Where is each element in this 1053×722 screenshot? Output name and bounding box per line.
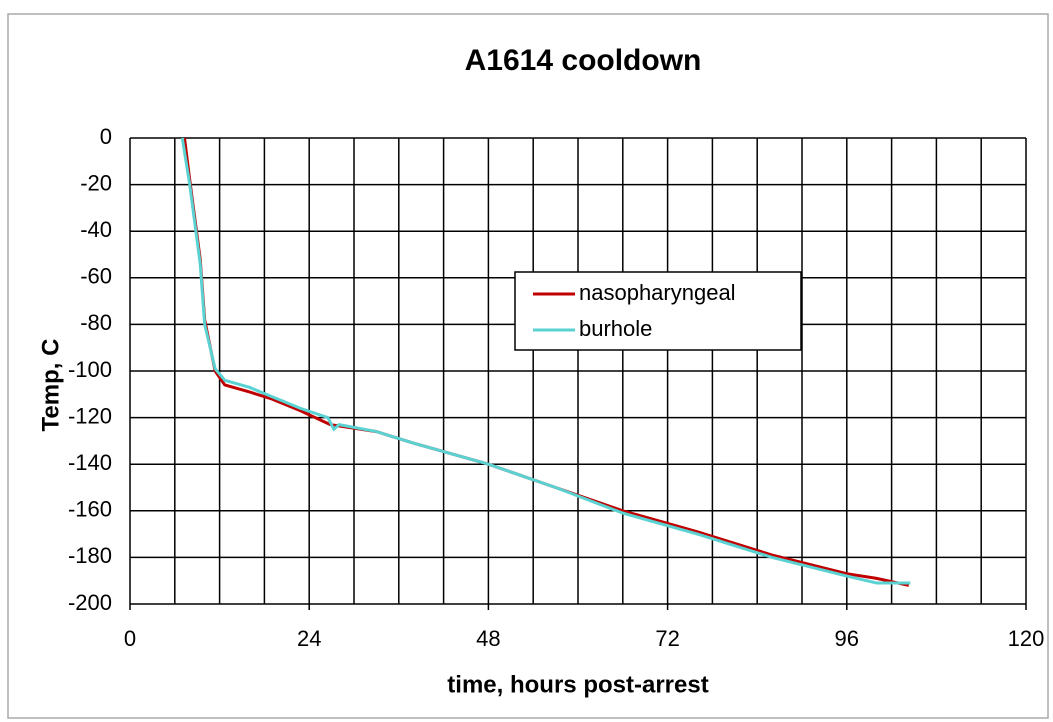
chart-title: A1614 cooldown	[465, 44, 702, 77]
y-tick-label: -140	[68, 450, 112, 475]
y-axis-label: Temp, C	[37, 339, 64, 432]
y-tick-label: 0	[100, 124, 112, 149]
legend: nasopharyngeal burhole	[514, 271, 802, 351]
y-tick-label: -160	[68, 497, 112, 522]
legend-label: burhole	[579, 316, 652, 341]
x-tick-label: 48	[476, 626, 500, 651]
x-tick-label: 24	[297, 626, 321, 651]
legend-box	[514, 271, 802, 351]
chart-frame	[7, 13, 1049, 719]
x-tick-label: 0	[124, 626, 136, 651]
legend-label: nasopharyngeal	[579, 280, 736, 305]
y-tick-label: -200	[68, 590, 112, 615]
x-tick-label: 96	[835, 626, 859, 651]
y-tick-label: -40	[80, 217, 112, 242]
y-tick-label: -20	[80, 170, 112, 195]
y-tick-label: -100	[68, 357, 112, 382]
y-tick-label: -180	[68, 543, 112, 568]
x-axis-label: time, hours post-arrest	[447, 671, 708, 698]
y-tick-label: -80	[80, 310, 112, 335]
x-tick-label: 120	[1008, 626, 1045, 651]
x-tick-label: 72	[655, 626, 679, 651]
line-series	[180, 137, 911, 585]
y-tick-label: -60	[80, 264, 112, 289]
y-tick-label: -120	[68, 403, 112, 428]
